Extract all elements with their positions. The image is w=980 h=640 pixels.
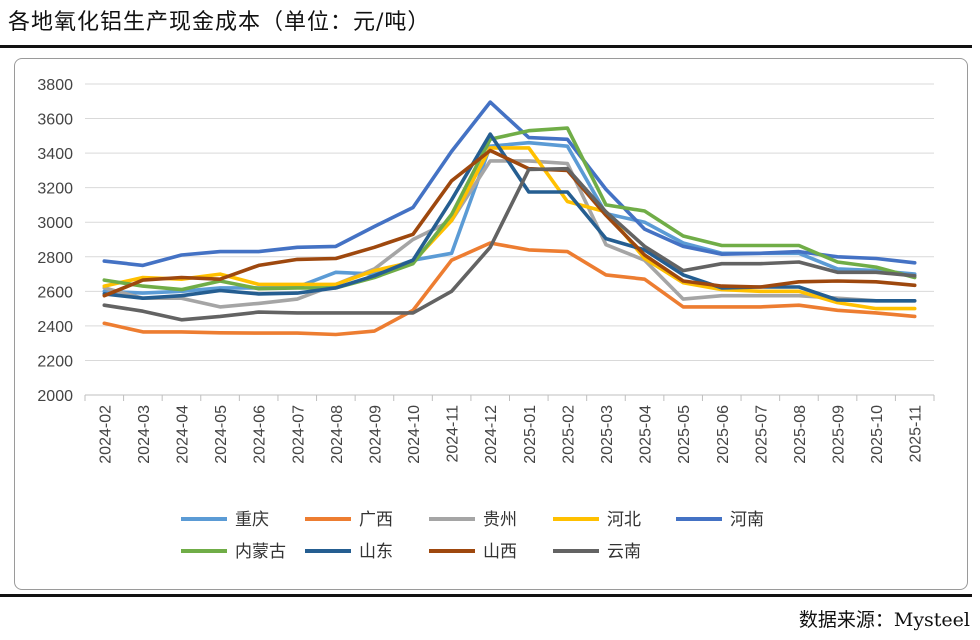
x-tick-label: 2025-04 [638,405,655,464]
legend-label: 广西 [359,510,393,530]
x-tick-label: 2025-06 [715,405,732,464]
y-tick-label: 2800 [37,250,73,267]
x-tick-label: 2025-10 [869,405,886,464]
x-tick-label: 2024-05 [213,405,230,464]
legend-label: 山西 [483,542,517,562]
x-tick-label: 2025-03 [599,405,616,464]
x-tick-label: 2024-06 [252,405,269,464]
x-tick-label: 2024-04 [174,405,191,464]
legend-item: 重庆 [181,510,269,530]
legend-item: 山东 [305,542,393,562]
y-axis: 2000 2200 2400 2600 2800 3000 3200 3400 3600 3800 [37,77,73,405]
y-tick-label: 3200 [37,181,73,198]
title-divider [0,45,972,48]
x-tick-label: 2024-03 [136,405,153,464]
x-axis: 2024-02 2024-03 2024-04 2024-05 2024-06 2024-… [84,394,935,464]
x-tick-label: 2025-01 [522,405,539,464]
x-tick-label: 2024-12 [483,405,500,464]
chart-frame [14,58,968,590]
legend-item: 贵州 [429,510,517,530]
chart-title: 各地氧化铝生产现金成本（单位：元/吨） [8,10,431,35]
legend-label: 重庆 [235,510,269,530]
series-line-6 [102,126,917,292]
footer-divider [0,594,972,597]
x-tick-label: 2025-08 [792,405,809,464]
y-tick-label: 2400 [37,319,73,336]
legend-item: 广西 [305,510,393,530]
legend-label: 贵州 [483,510,517,530]
y-tick-label: 3400 [37,146,73,163]
legend-item: 云南 [553,542,641,562]
y-tick-label: 3600 [37,112,73,129]
legend-label: 河北 [607,510,641,530]
legend-label: 河南 [730,510,764,530]
x-tick-label: 2025-11 [908,405,925,463]
legend-label: 云南 [607,542,641,562]
x-tick-label: 2024-07 [290,405,307,464]
y-tick-label: 2600 [37,284,73,301]
x-tick-label: 2025-02 [560,405,577,464]
legend-item: 河北 [553,510,641,530]
legend-item: 河南 [676,510,764,530]
series-line-3 [102,159,917,309]
series-line-9 [102,166,917,322]
x-tick-label: 2025-05 [676,405,693,464]
series-line-5 [102,100,917,268]
series-line-2 [102,241,917,337]
x-tick-label: 2024-11 [445,405,462,463]
series-lines [102,100,917,337]
x-tick-label: 2024-02 [97,405,114,464]
legend-item: 内蒙古 [181,542,286,562]
x-tick-label: 2024-10 [406,405,423,464]
y-tick-label: 3800 [37,77,73,94]
x-tick-label: 2025-07 [753,405,770,464]
x-tick-label: 2024-08 [329,405,346,464]
legend-label: 内蒙古 [235,542,286,562]
data-source: 数据来源：Mysteel [798,609,970,631]
legend-label: 山东 [359,542,393,562]
legend-item: 山西 [429,542,517,562]
y-tick-label: 2000 [37,388,73,405]
y-tick-label: 2200 [37,353,73,370]
x-tick-label: 2025-09 [831,405,848,464]
series-line-8 [102,148,917,298]
x-tick-label: 2024-09 [367,405,384,464]
series-line-7 [102,132,917,303]
series-line-4 [102,146,917,311]
y-tick-label: 3000 [37,215,73,232]
gridlines [85,83,934,396]
